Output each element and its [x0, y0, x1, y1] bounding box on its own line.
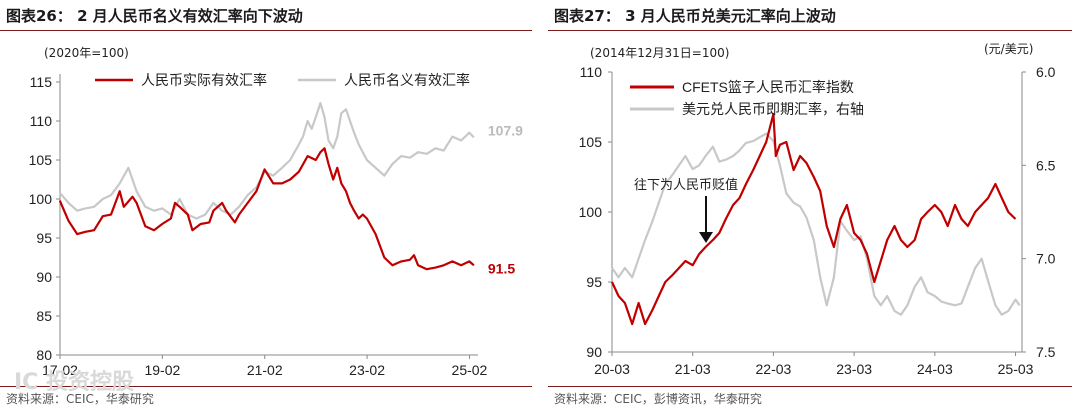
source-rule-right	[548, 386, 1072, 387]
y2-tick-label: 7.5	[1036, 344, 1056, 360]
series-line-nominal	[58, 102, 475, 220]
unit-label-right-left-axis: (2014年12月31日=100)	[590, 46, 730, 60]
x-tick-label: 24-03	[917, 361, 953, 377]
x-tick-label: 21-03	[675, 361, 711, 377]
source-left: 资料来源：CEIC，华泰研究	[6, 392, 154, 406]
y-tick-label: 105	[29, 152, 53, 168]
series-line-real	[58, 147, 475, 271]
y-tick-label: 95	[36, 230, 52, 246]
x-tick-label: 25-03	[998, 361, 1034, 377]
y-tick-label: 100	[29, 191, 53, 207]
x-tick-label: 17-02	[42, 362, 78, 378]
y-tick-label: 95	[586, 274, 602, 290]
series-line-cfets	[611, 112, 1017, 326]
y-tick-label: 110	[30, 113, 53, 129]
x-tick-label: 20-03	[594, 361, 630, 377]
title-rule-right	[548, 30, 1072, 31]
y2-tick-label: 6.5	[1036, 157, 1056, 173]
y-tick-label: 90	[586, 344, 602, 360]
x-tick-label: 21-02	[247, 362, 283, 378]
legend-label: 人民币实际有效汇率	[141, 72, 267, 88]
legend-label: CFETS篮子人民币汇率指数	[682, 79, 854, 95]
unit-label-right-right-axis: (元/美元)	[984, 42, 1034, 56]
y-tick-label: 105	[579, 134, 603, 150]
series-line-usdcny	[611, 132, 1021, 316]
legend-label: 美元兑人民币即期汇率，右轴	[682, 101, 864, 117]
chart-panel-right: 图表27： 3 月人民币兑美元汇率向上波动 (2014年12月31日=100) …	[548, 0, 1080, 410]
end-value-label: 91.5	[488, 260, 515, 276]
y2-tick-label: 7.0	[1036, 251, 1056, 267]
x-tick-label: 25-02	[452, 362, 488, 378]
x-tick-label: 23-02	[349, 362, 385, 378]
source-right: 资料来源：CEIC，彭博资讯，华泰研究	[554, 392, 762, 406]
source-rule-left	[0, 386, 532, 387]
chart-title-left: 图表26： 2 月人民币名义有效汇率向下波动	[6, 7, 303, 25]
y-tick-label: 90	[36, 269, 52, 285]
watermark: IC 投资控股	[14, 370, 134, 395]
y-tick-label: 110	[580, 64, 603, 80]
chart-panel-left: 图表26： 2 月人民币名义有效汇率向下波动 (2020年=100) 80 85 9…	[0, 7, 532, 406]
y-tick-label: 80	[36, 347, 52, 363]
annotation-text: 往下为人民币贬值	[634, 177, 738, 192]
title-rule-left	[0, 30, 532, 31]
y2-tick-label: 6.0	[1036, 64, 1056, 80]
line-chart-right: 90 95 100 105 110 6.0 6.5 7.0 7.5 20-03 21-03 22-03…	[579, 64, 1056, 377]
chart-title-right: 图表27： 3 月人民币兑美元汇率向上波动	[554, 7, 836, 25]
legend-label: 人民币名义有效汇率	[344, 72, 470, 88]
x-tick-label: 19-02	[144, 362, 180, 378]
y-tick-label: 85	[36, 308, 52, 324]
y-tick-label: 100	[579, 204, 603, 220]
unit-label-left: (2020年=100)	[44, 46, 129, 60]
y-tick-label: 115	[30, 74, 53, 90]
annotation-arrow-head	[699, 232, 713, 243]
x-tick-label: 22-03	[756, 361, 792, 377]
end-value-label: 107.9	[488, 122, 523, 138]
line-chart-left: 80 85 90 95 100 105 110 115 17-02 19-02 21-02 23-02…	[29, 72, 524, 378]
x-tick-label: 23-03	[836, 361, 872, 377]
